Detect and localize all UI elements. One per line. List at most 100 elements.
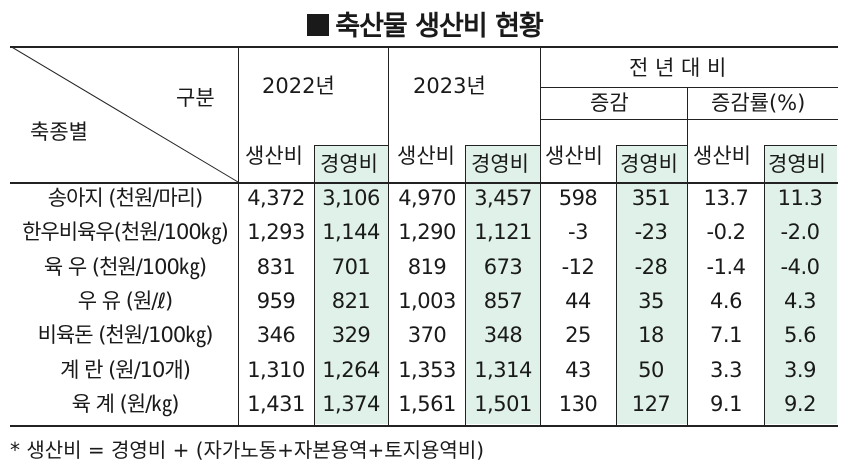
page-title: 축산물 생산비 현황 [0, 4, 850, 43]
prod-cost-header-change: 생산비 [545, 144, 603, 168]
table-cell: 1,431 [247, 392, 305, 416]
mgmt-cost-header-2023: 경영비 [471, 152, 529, 176]
table-cell: -3 [568, 220, 588, 244]
table-cell: 701 [331, 255, 371, 279]
header-bottom [10, 182, 838, 184]
prod-cost-header-2022: 생산비 [245, 144, 303, 168]
table-cell: 1,144 [322, 220, 380, 244]
table-cell: 4.3 [784, 289, 816, 313]
table-cell: 1,290 [398, 220, 456, 244]
shade-top-1 [314, 145, 388, 146]
yoy-divider [540, 87, 838, 88]
table-cell: 5.6 [784, 323, 816, 347]
shade-top-3 [616, 145, 687, 146]
table-cell: 9.1 [710, 392, 742, 416]
table-cell: 1,003 [398, 289, 456, 313]
change-header: 증감 [590, 91, 629, 115]
row-label-header: 축종별 [30, 120, 88, 144]
table-cell: 329 [331, 323, 371, 347]
square-bullet-icon [307, 14, 330, 36]
shade-left-4 [764, 145, 765, 425]
table-cell: 3,457 [474, 186, 532, 210]
table-cell: 1,121 [474, 220, 532, 244]
shade-top-2 [465, 145, 540, 146]
table-cell: 598 [558, 186, 598, 210]
table-bottom-border [10, 425, 838, 427]
mgmt-cost-header-change: 경영비 [620, 152, 678, 176]
table-cell: -1.4 [706, 255, 746, 279]
table-cell: 1,310 [247, 358, 305, 382]
shade-col-rate-mgmt [764, 145, 837, 424]
shade-left-3 [616, 145, 617, 425]
table-cell: 959 [256, 289, 296, 313]
table-cell: 348 [483, 323, 523, 347]
year-2023-header: 2023년 [413, 74, 486, 98]
table-cell: 18 [638, 323, 664, 347]
subheader-divider [540, 119, 838, 120]
title-text: 축산물 생산비 현황 [335, 11, 544, 42]
table-cell: 3.9 [784, 358, 816, 382]
table-cell: 3.3 [710, 358, 742, 382]
table-cell: 130 [558, 392, 598, 416]
row-label: 우 유 (원/ℓ) [77, 289, 173, 313]
prod-cost-header-rate: 생산비 [693, 144, 751, 168]
table-cell: 4.6 [710, 289, 742, 313]
table-cell: 351 [631, 186, 671, 210]
table-cell: 1,353 [398, 358, 456, 382]
row-label: 육 우 (천원/100㎏) [43, 255, 207, 279]
table-cell: 831 [256, 255, 296, 279]
row-label: 한우비육우(천원/100㎏) [22, 220, 229, 244]
table-cell: -4.0 [780, 255, 820, 279]
table-cell: 7.1 [710, 323, 742, 347]
header-diagonal [10, 46, 239, 183]
table-cell: 4,970 [398, 186, 456, 210]
table-cell: 1,293 [247, 220, 305, 244]
table-cell: -0.2 [706, 220, 746, 244]
prod-cost-header-2023: 생산비 [397, 144, 455, 168]
table-cell: -2.0 [780, 220, 820, 244]
shade-top-4 [764, 145, 837, 146]
table-cell: 4,372 [247, 186, 305, 210]
table-cell: 35 [638, 289, 664, 313]
table-cell: 11.3 [777, 186, 823, 210]
shade-left-2 [465, 145, 466, 425]
year-2022-header: 2022년 [262, 74, 335, 98]
table-cell: 127 [631, 392, 671, 416]
col-divider-4 [687, 87, 688, 425]
table-cell: 346 [256, 323, 296, 347]
table-cell: 1,264 [322, 358, 380, 382]
table-cell: 43 [565, 358, 591, 382]
shade-col-change-mgmt [616, 145, 687, 424]
row-label: 송아지 (천원/마리) [47, 186, 203, 210]
table-cell: 1,314 [474, 358, 532, 382]
change-rate-header: 증감률(%) [711, 91, 806, 115]
table-cell: 44 [565, 289, 591, 313]
table-cell: 370 [407, 323, 447, 347]
table-top-border [10, 46, 838, 48]
group-label: 구분 [176, 86, 215, 110]
row-label: 육 계 (원/㎏) [71, 392, 180, 416]
mgmt-cost-header-rate: 경영비 [768, 152, 826, 176]
col-divider-3 [540, 46, 541, 425]
table-cell: -23 [634, 220, 668, 244]
table-cell: -28 [634, 255, 668, 279]
table-cell: 13.7 [703, 186, 749, 210]
shade-col-2023-mgmt [465, 145, 540, 424]
mgmt-cost-header-2022: 경영비 [320, 152, 378, 176]
shade-left-1 [314, 145, 315, 425]
table-cell: 25 [565, 323, 591, 347]
table-cell: 1,374 [322, 392, 380, 416]
table-cell: 1,561 [398, 392, 456, 416]
table-cell: 821 [331, 289, 371, 313]
table-cell: 673 [483, 255, 523, 279]
table-cell: 9.2 [784, 392, 816, 416]
col-divider-2 [388, 46, 389, 425]
table-cell: 819 [407, 255, 447, 279]
table-cell: -12 [561, 255, 595, 279]
yoy-header: 전 년 대 비 [629, 56, 727, 80]
shade-col-2022-mgmt [314, 145, 388, 424]
table-cell: 50 [638, 358, 664, 382]
col-divider-1 [238, 46, 239, 425]
table-cell: 3,106 [322, 186, 380, 210]
